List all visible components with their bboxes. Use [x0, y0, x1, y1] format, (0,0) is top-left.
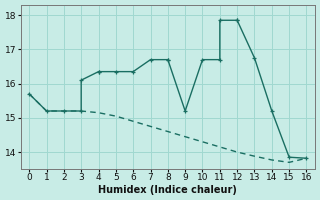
X-axis label: Humidex (Indice chaleur): Humidex (Indice chaleur) [98, 185, 237, 195]
